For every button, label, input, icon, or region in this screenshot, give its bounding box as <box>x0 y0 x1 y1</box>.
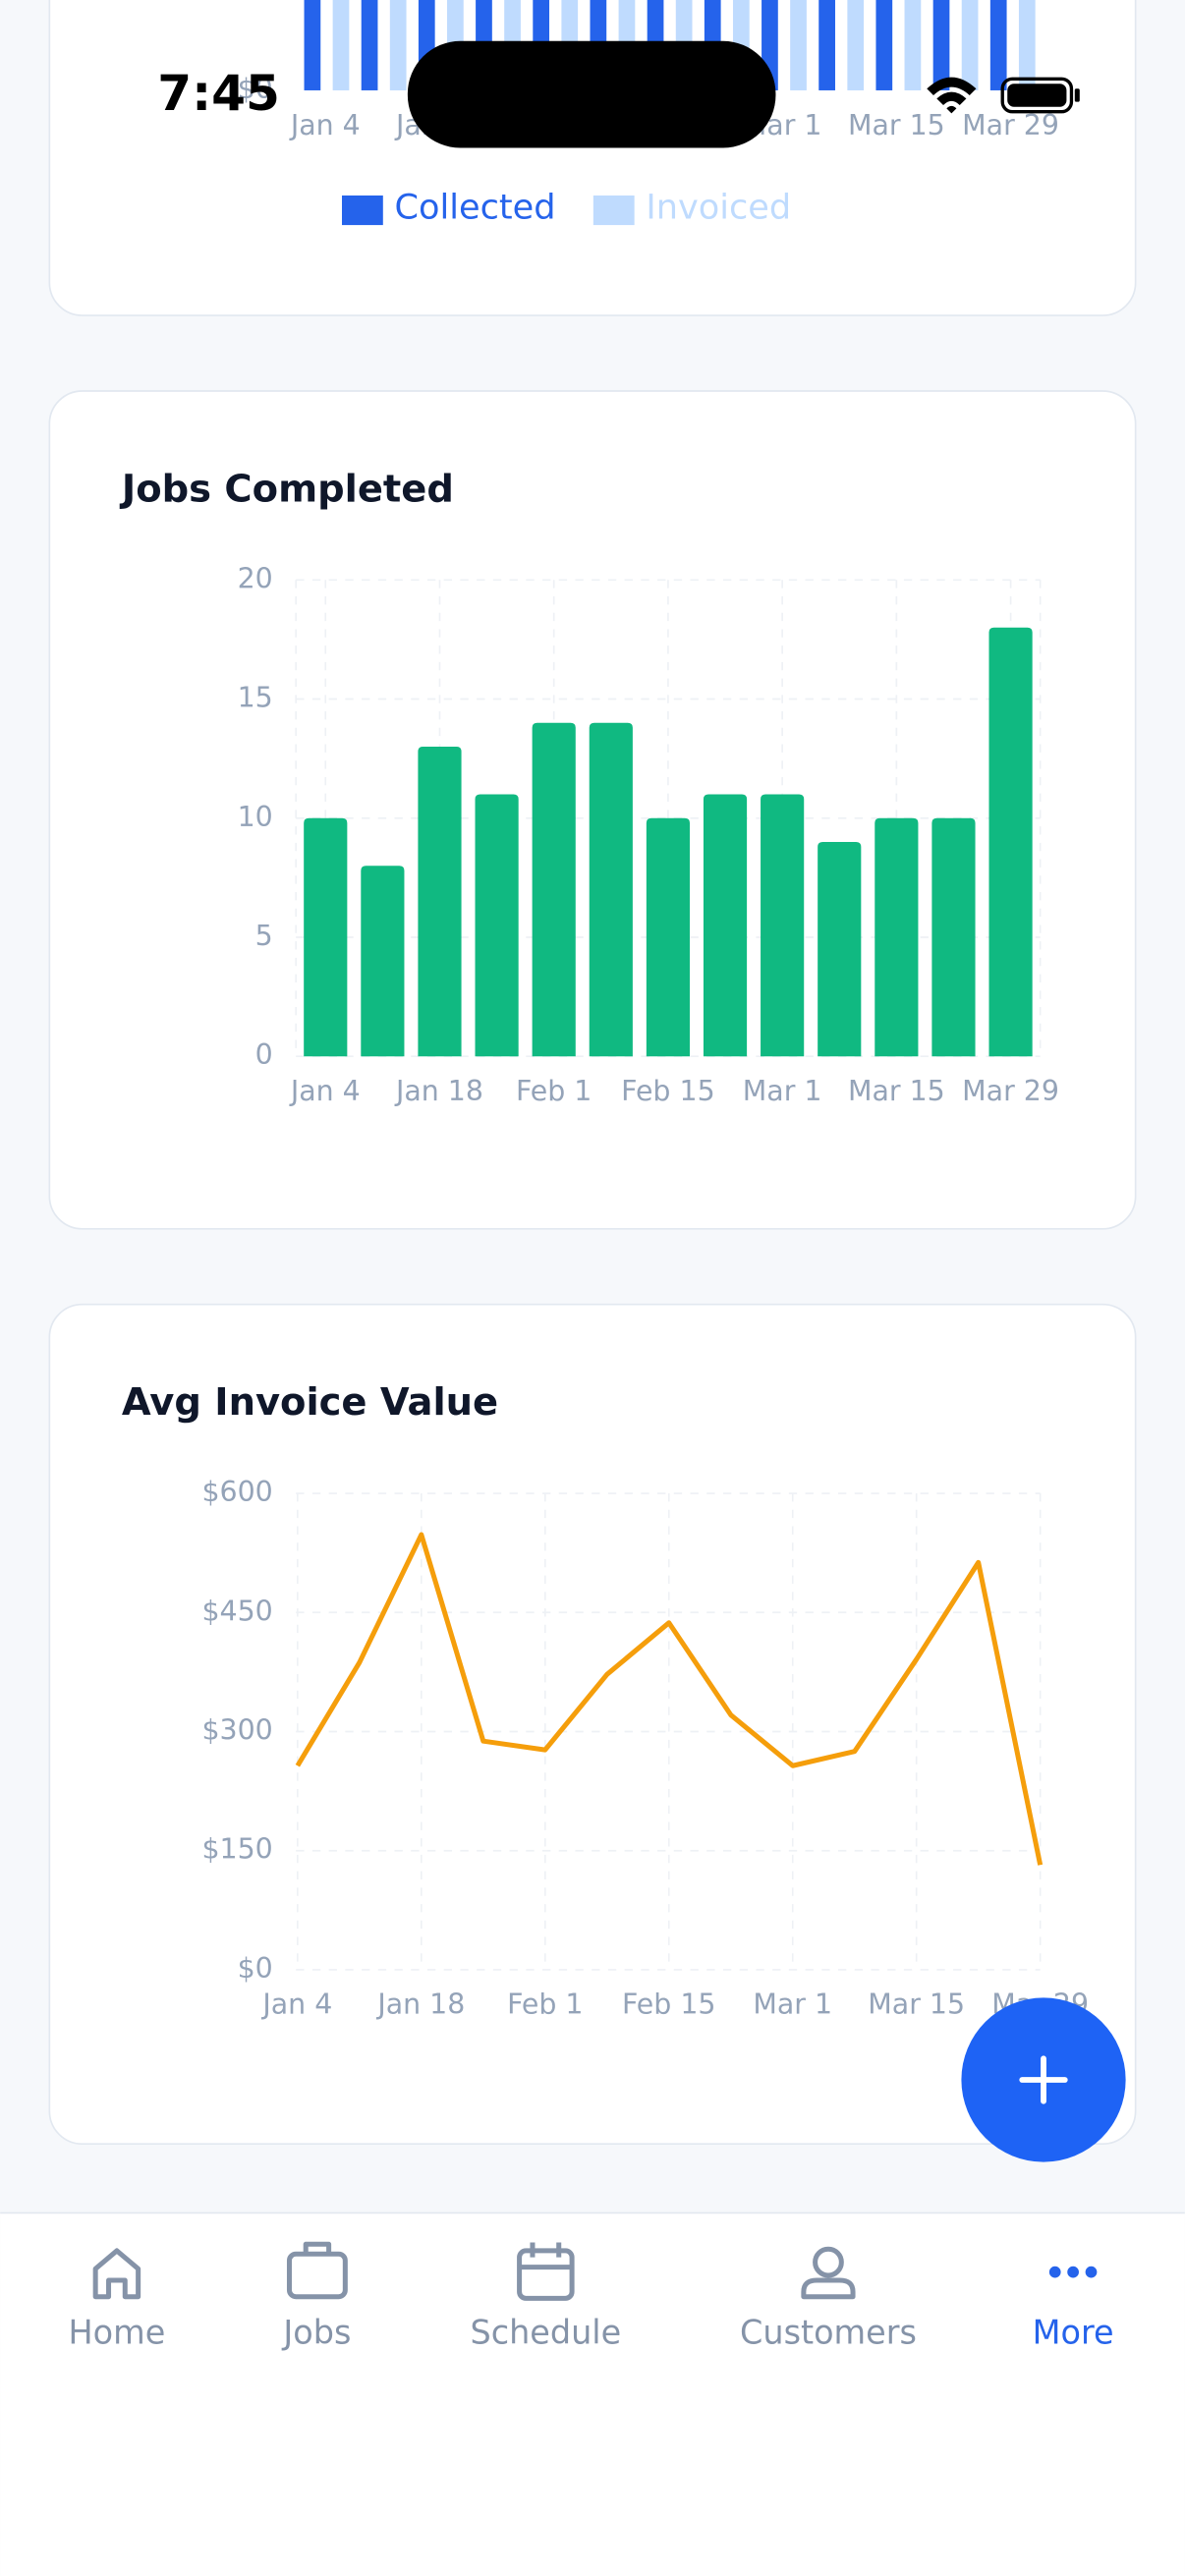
bar-stub <box>932 0 950 90</box>
bar-stub <box>389 0 407 90</box>
bar <box>361 866 405 1057</box>
x-tick-label: Mar 29 <box>962 109 1059 141</box>
bar <box>703 794 748 1057</box>
bar-stub <box>361 0 378 90</box>
y-tick-label: $0 <box>238 73 273 105</box>
bar-stub <box>304 0 321 90</box>
y-tick-label: $300 <box>201 1713 272 1746</box>
bar <box>931 817 976 1057</box>
tab-label[interactable]: Jobs <box>281 2314 351 2352</box>
bar-stub <box>875 0 893 90</box>
y-tick-label: $600 <box>201 1476 272 1508</box>
tab-labels: Home Jobs Schedule Customers More <box>69 2314 1114 2352</box>
x-tick-label: Jan 18 <box>375 1988 465 2021</box>
bar <box>875 817 919 1057</box>
bar-stub <box>961 0 979 90</box>
x-tick-label: Mar 1 <box>743 1075 822 1107</box>
legend-label: Invoiced <box>646 187 791 227</box>
bar <box>988 627 1033 1057</box>
tab-label[interactable]: Schedule <box>471 2314 622 2352</box>
bar <box>646 817 691 1057</box>
y-tick-label: 20 <box>238 562 273 594</box>
x-tick-label: Jan 18 <box>394 1075 483 1107</box>
status-time: 7:45 <box>157 64 280 122</box>
add-button[interactable] <box>961 1997 1126 2162</box>
bar <box>304 817 348 1057</box>
x-tick-label: Feb 15 <box>622 1988 715 2021</box>
y-tick-label: $450 <box>201 1595 272 1627</box>
x-tick-label: Feb 1 <box>507 1988 583 2021</box>
x-tick-label: Jan 4 <box>260 1988 332 2021</box>
card <box>48 1303 1137 2146</box>
bar-stub <box>790 0 807 90</box>
x-tick-label: Mar 29 <box>962 1075 1059 1107</box>
bar-stub <box>904 0 922 90</box>
chart-title: Jobs Completed <box>119 467 454 511</box>
x-tick-label: Jan 4 <box>289 109 361 141</box>
x-tick-label: Feb 15 <box>621 1075 714 1107</box>
bar <box>418 747 462 1057</box>
bar-stub <box>847 0 865 90</box>
bar <box>761 794 805 1057</box>
tab-icons <box>92 2241 856 2301</box>
tab-label[interactable]: Home <box>69 2314 166 2352</box>
bar-stub <box>1018 0 1036 90</box>
chart-title: Avg Invoice Value <box>122 1380 498 1425</box>
more-icon <box>1048 2266 1098 2278</box>
x-tick-label: Mar 1 <box>753 1988 832 2021</box>
bar-stub <box>332 0 350 90</box>
y-tick-label: 5 <box>255 920 273 952</box>
bar <box>532 722 576 1057</box>
legend-label: Collected <box>395 187 556 227</box>
y-tick-label: 10 <box>238 801 273 833</box>
bar-stub <box>989 0 1007 90</box>
line <box>295 1532 1044 1866</box>
bar-stub <box>818 0 835 90</box>
y-tick-label: $150 <box>201 1833 272 1866</box>
x-tick-label: Mar 15 <box>868 1988 965 2021</box>
bar <box>475 794 519 1057</box>
tab-bar <box>0 2212 1185 2576</box>
card <box>48 0 1137 316</box>
x-tick-label: Jan 4 <box>289 1075 361 1107</box>
y-tick-label: 0 <box>255 1038 273 1071</box>
status-icons <box>927 77 1080 114</box>
y-tick-label: 15 <box>238 682 273 714</box>
dynamic-island <box>407 40 776 148</box>
legend-swatch <box>341 195 383 226</box>
y-tick-label: $0 <box>238 1952 273 1985</box>
x-tick-label: Feb 1 <box>516 1075 592 1107</box>
bar <box>818 841 862 1057</box>
x-tick-label: Mar 15 <box>848 1075 945 1107</box>
tab-label[interactable]: Customers <box>740 2314 917 2352</box>
x-tick-label: Mar 15 <box>848 109 945 141</box>
bar <box>589 722 633 1057</box>
legend-swatch <box>592 195 635 226</box>
tab-label[interactable]: More <box>1033 2314 1114 2352</box>
